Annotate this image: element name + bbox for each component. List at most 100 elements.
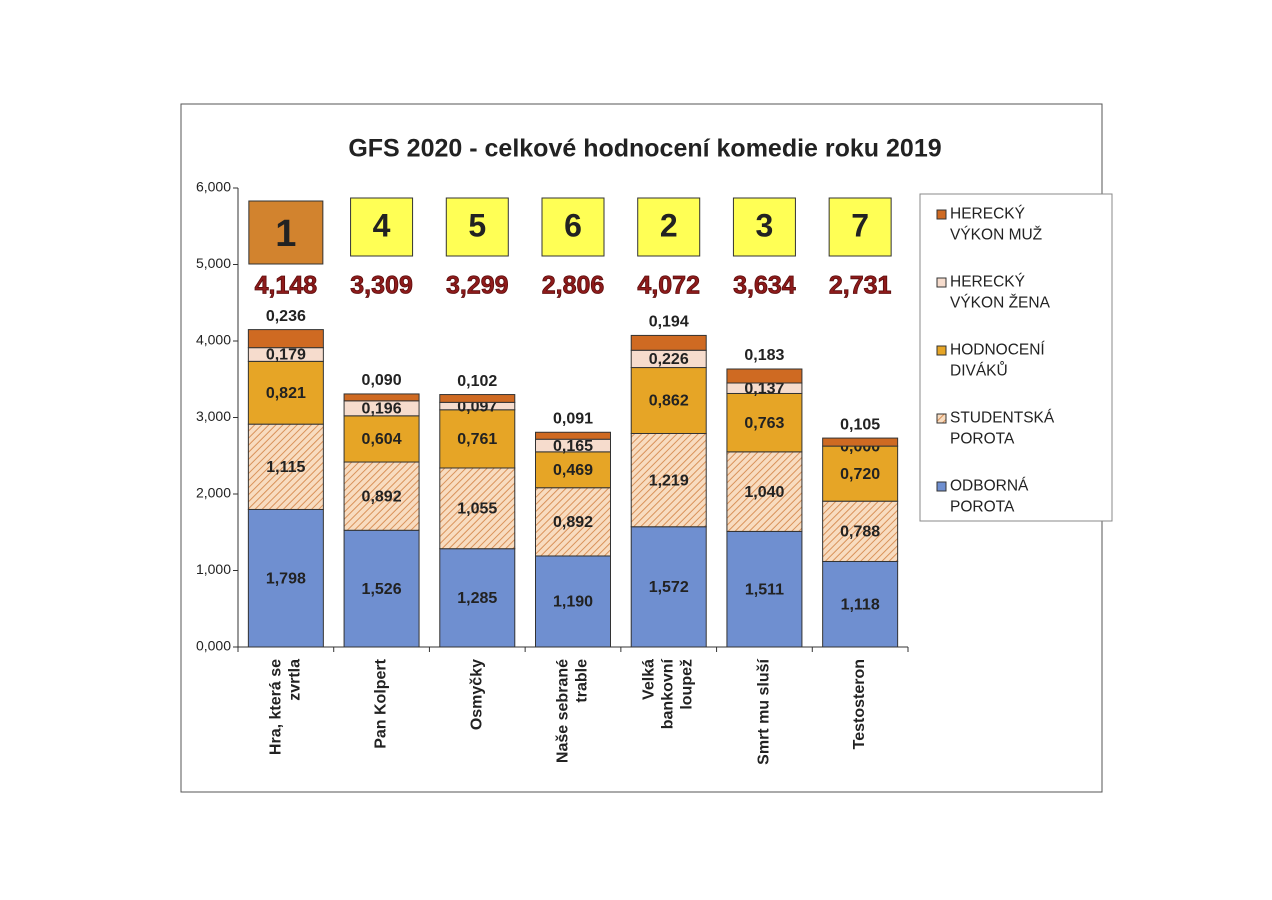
segment-label: 0,179 <box>266 347 306 364</box>
rank-label: 2 <box>660 207 678 243</box>
x-tick-label: Naše sebrané trable <box>555 659 591 763</box>
x-tick-label: Testosteron <box>851 659 868 749</box>
bar-segment <box>726 368 803 384</box>
segment-label: 0,469 <box>553 462 593 479</box>
segment-label: 0,226 <box>649 351 689 368</box>
bar-segment <box>726 392 803 453</box>
bar-segment <box>247 508 324 648</box>
bar-segment <box>726 530 803 648</box>
segment-label: 0,236 <box>266 308 306 325</box>
rank-label: 3 <box>756 207 774 243</box>
bar-segment <box>343 461 420 531</box>
segment-label: 1,219 <box>649 472 689 489</box>
segment-label: 1,285 <box>457 590 497 607</box>
bar-segment <box>439 394 516 403</box>
segment-label: 1,190 <box>553 594 593 611</box>
segment-label: 0,862 <box>649 393 689 410</box>
bar-segment <box>630 334 707 351</box>
segment-label: 0,194 <box>649 314 689 331</box>
segment-label: 1,526 <box>362 581 402 598</box>
total-label: 3,299 <box>446 272 509 300</box>
bar-segment <box>247 423 324 510</box>
y-tick-label: 6,000 <box>196 179 231 195</box>
bar-segment <box>535 487 611 557</box>
rank-label: 4 <box>373 207 391 243</box>
legend-label: STUDENTSKÁ POROTA <box>950 410 1055 448</box>
bar-segment <box>822 445 899 502</box>
rank-box <box>445 197 509 257</box>
y-tick-label: 0,000 <box>196 638 231 654</box>
chart-title: GFS 2020 - celkové hodnocení komedie rok… <box>348 135 941 163</box>
segment-label: 0,821 <box>266 385 306 402</box>
legend-label: ODBORNÁ POROTA <box>950 478 1029 516</box>
bar-segment <box>630 526 707 648</box>
x-tick-label: Pan Kolpert <box>373 658 390 748</box>
y-tick-label: 2,000 <box>196 485 231 501</box>
legend-swatch <box>936 277 947 288</box>
y-tick-label: 5,000 <box>196 255 231 271</box>
segment-label: 1,040 <box>744 484 784 501</box>
total-label: 3,309 <box>350 272 413 300</box>
segment-label: 1,511 <box>745 581 784 598</box>
bar-segment <box>822 437 899 447</box>
rank-label: 7 <box>851 207 869 243</box>
segment-label: 0,604 <box>362 431 402 448</box>
bar-segment <box>535 431 611 440</box>
rank-label: 6 <box>564 207 582 243</box>
segment-label: 1,572 <box>649 579 689 596</box>
rank-label: 1 <box>275 213 296 255</box>
segment-label: 0,763 <box>744 415 784 432</box>
bar-segment <box>822 560 899 648</box>
segment-label: 0,090 <box>362 372 402 389</box>
bar-segment <box>822 500 899 562</box>
bar-segment <box>535 555 611 648</box>
segment-label: 1,118 <box>841 596 880 613</box>
rank-box <box>541 197 605 257</box>
bar-segment <box>630 432 707 528</box>
segment-label: 0,892 <box>362 488 402 505</box>
bar-segment <box>247 360 324 425</box>
y-tick-label: 3,000 <box>196 408 231 424</box>
segment-label: 0,165 <box>553 438 593 455</box>
segment-label: 0,892 <box>553 514 593 531</box>
segment-label: 1,055 <box>457 501 497 518</box>
legend-swatch <box>936 413 947 424</box>
segment-label: 0,137 <box>744 380 784 397</box>
segment-label: 0,761 <box>457 431 497 448</box>
legend-label: HODNOCENÍ DIVÁKŮ <box>950 342 1045 380</box>
legend-box <box>919 193 1113 522</box>
rank-box <box>828 197 892 257</box>
bar-segment <box>726 451 803 532</box>
total-label: 2,731 <box>829 272 892 300</box>
legend-label: HERECKÝ VÝKON MUŽ <box>950 206 1042 244</box>
segment-label: 1,115 <box>266 459 305 476</box>
x-tick-label: Velká bankovní loupež <box>641 658 696 729</box>
total-label: 3,634 <box>733 272 796 300</box>
bar-segment <box>439 548 516 648</box>
segment-label: 0,788 <box>840 524 880 541</box>
bar-segment <box>343 415 420 463</box>
segment-label: 0,183 <box>744 347 784 364</box>
bar-segment <box>439 467 516 550</box>
bar-segment <box>343 529 420 648</box>
rank-box <box>732 197 796 257</box>
legend-swatch <box>936 481 947 492</box>
y-tick-label: 4,000 <box>196 332 231 348</box>
bar-segment <box>630 367 707 434</box>
segment-label: 0,105 <box>840 416 880 433</box>
x-tick-label: Smrt mu sluší <box>756 658 773 764</box>
segment-label: 0,720 <box>840 466 880 483</box>
rank-box <box>248 200 324 265</box>
segment-label: 0,196 <box>362 401 402 418</box>
legend-swatch <box>936 209 947 220</box>
bar-segment <box>247 329 324 349</box>
legend-swatch <box>936 345 947 356</box>
rank-label: 5 <box>468 207 486 243</box>
bar-segment <box>439 409 516 469</box>
rank-box <box>637 197 701 257</box>
x-tick-label: Hra, která se zvrtla <box>268 659 304 755</box>
legend-label: HERECKÝ VÝKON ŽENA <box>950 274 1051 312</box>
rank-box <box>350 197 414 257</box>
total-label: 4,148 <box>255 272 318 300</box>
